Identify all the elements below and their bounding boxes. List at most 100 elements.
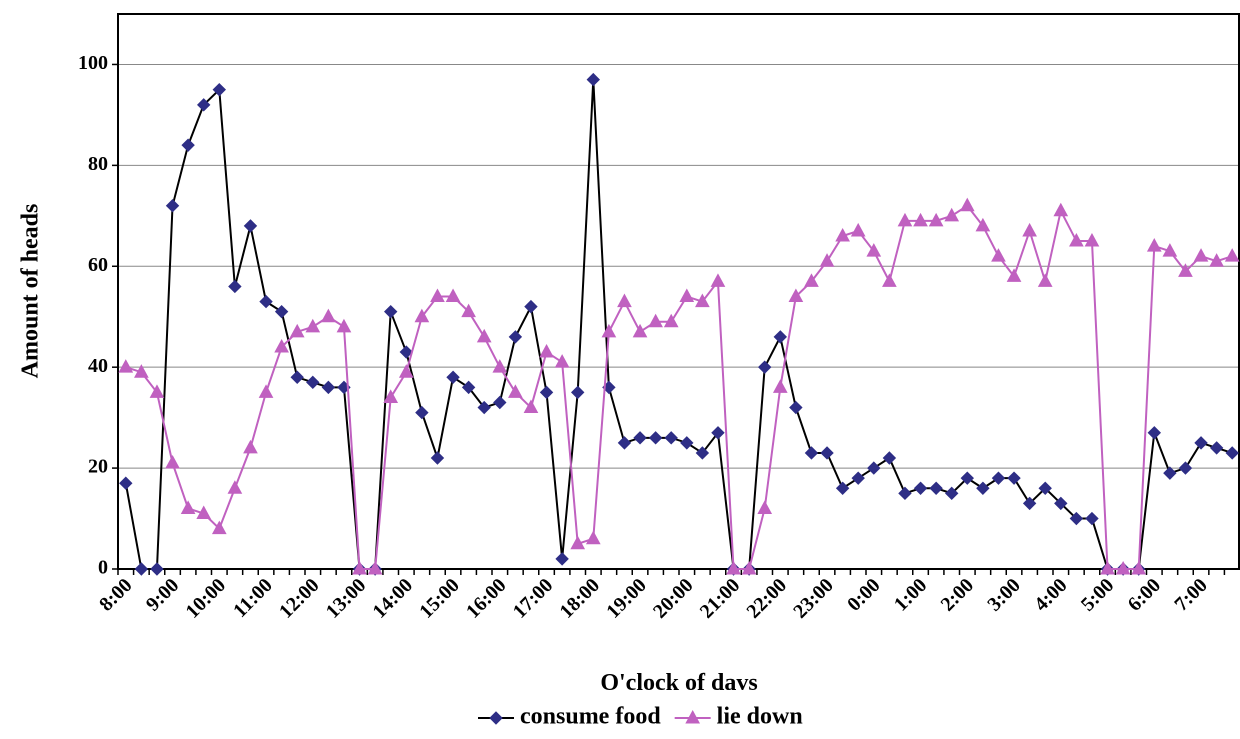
y-tick-label: 60 xyxy=(88,254,108,276)
series-line xyxy=(125,204,1233,570)
data-point xyxy=(383,389,399,403)
data-point xyxy=(571,385,585,400)
data-point xyxy=(508,384,523,398)
data-point xyxy=(1147,426,1161,440)
data-point xyxy=(960,471,974,485)
data-point xyxy=(1178,263,1193,277)
y-axis-title: Amount of heads xyxy=(18,204,44,379)
data-point xyxy=(804,273,819,287)
x-axis-title: O'clock of davs xyxy=(600,670,757,696)
data-point xyxy=(212,82,226,97)
data-point xyxy=(1069,511,1084,526)
data-point xyxy=(259,294,273,309)
data-point xyxy=(181,138,195,152)
data-point xyxy=(664,431,678,445)
data-point xyxy=(897,212,913,227)
data-point xyxy=(243,219,258,233)
data-point xyxy=(367,560,383,575)
data-point xyxy=(1022,222,1037,237)
data-point xyxy=(648,431,663,445)
data-point xyxy=(290,370,304,384)
data-point xyxy=(1162,243,1178,257)
data-point xyxy=(804,446,819,460)
x-tick-label: 9:00 xyxy=(142,574,183,615)
plot-frame xyxy=(117,13,1240,570)
data-point xyxy=(648,313,663,328)
x-tick-label: 4:00 xyxy=(1030,574,1071,615)
data-point xyxy=(508,330,523,344)
data-point xyxy=(1037,273,1053,287)
data-point xyxy=(305,318,321,333)
x-tick-label: 21:00 xyxy=(696,574,745,623)
data-point xyxy=(118,359,134,373)
data-point xyxy=(430,288,445,303)
data-point xyxy=(150,562,164,576)
data-point xyxy=(695,446,710,460)
x-tick-label: 0:00 xyxy=(843,574,884,615)
x-tick-label: 11:00 xyxy=(229,574,277,622)
data-point xyxy=(711,426,725,440)
data-point xyxy=(1069,232,1084,247)
data-point xyxy=(321,380,336,395)
data-point xyxy=(1178,461,1193,475)
data-point xyxy=(1131,560,1147,575)
x-tick-label: 22:00 xyxy=(743,574,792,623)
x-tick-label: 10:00 xyxy=(182,574,231,623)
data-point xyxy=(445,288,461,303)
data-point xyxy=(243,439,258,454)
data-point xyxy=(820,446,834,460)
data-point xyxy=(663,313,679,328)
data-point xyxy=(398,364,414,378)
data-point xyxy=(384,304,398,319)
x-tick-label: 19:00 xyxy=(602,574,651,623)
x-tick-label: 20:00 xyxy=(649,574,698,623)
data-point xyxy=(959,197,975,212)
data-point xyxy=(1038,481,1052,495)
data-point xyxy=(1022,496,1037,511)
data-point xyxy=(119,476,133,490)
legend-label: lie down xyxy=(717,704,803,730)
data-point xyxy=(882,451,897,465)
data-point xyxy=(415,405,429,420)
data-point xyxy=(789,400,803,415)
data-point xyxy=(399,345,413,359)
legend-label: consume food xyxy=(520,704,661,730)
data-point xyxy=(991,471,1006,485)
data-point xyxy=(772,379,788,393)
data-point xyxy=(196,505,212,519)
data-point xyxy=(586,72,600,87)
legend-marker xyxy=(685,709,701,724)
data-point xyxy=(976,481,990,495)
data-point xyxy=(492,359,508,373)
data-point xyxy=(680,436,694,450)
data-point xyxy=(149,384,165,398)
data-point xyxy=(539,343,554,358)
data-point xyxy=(134,562,149,576)
y-tick-label: 100 xyxy=(78,52,108,74)
data-point xyxy=(165,199,180,213)
data-point xyxy=(197,98,211,112)
data-point xyxy=(1100,560,1115,575)
data-point xyxy=(134,364,149,378)
x-tick-label: 17:00 xyxy=(509,574,558,623)
data-point xyxy=(633,431,647,445)
data-point xyxy=(461,380,476,395)
y-tick-label: 20 xyxy=(88,456,108,478)
data-point xyxy=(601,323,617,338)
data-point xyxy=(913,481,928,495)
data-point xyxy=(741,560,757,575)
data-point xyxy=(1007,471,1021,485)
data-point xyxy=(1085,511,1099,526)
data-point xyxy=(1084,232,1100,247)
data-point xyxy=(165,454,180,469)
data-point xyxy=(274,304,289,319)
data-point xyxy=(819,253,835,267)
data-point xyxy=(555,552,569,566)
x-tick-label: 2:00 xyxy=(937,574,978,615)
data-point xyxy=(850,222,866,237)
data-point xyxy=(321,308,336,323)
x-tick-label: 3:00 xyxy=(983,574,1024,615)
data-point xyxy=(679,288,695,303)
data-point xyxy=(493,395,507,410)
